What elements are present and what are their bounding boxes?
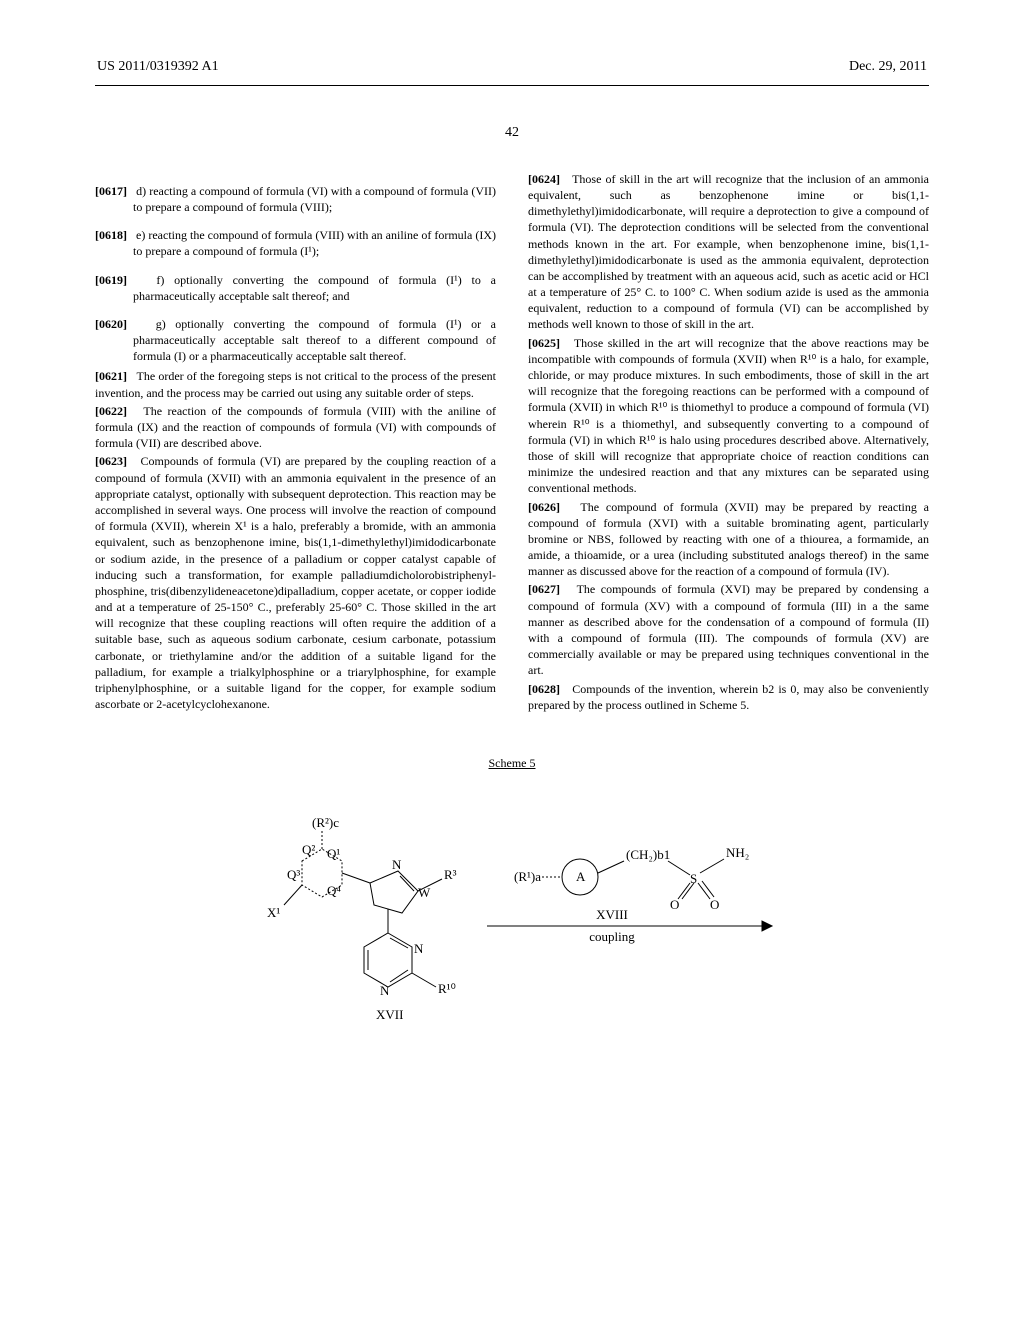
svg-text:N: N [392,857,402,872]
para-text: The compound of formula (XVII) may be pr… [528,500,929,579]
svg-text:coupling: coupling [589,929,635,944]
page-number: 42 [95,124,929,143]
publication-date: Dec. 29, 2011 [849,58,927,77]
svg-text:Q²: Q² [302,842,315,857]
svg-text:N: N [380,983,390,998]
svg-text:R³: R³ [444,867,457,882]
para-text: Compounds of formula (VI) are prepared b… [95,454,496,711]
header-rule [95,85,929,86]
svg-text:(CH₂)b1: (CH₂)b1 [626,847,670,862]
para-0624: [0624] Those of skill in the art will re… [528,171,929,333]
para-0622: [0622] The reaction of the compounds of … [95,403,496,452]
para-text: The order of the foregoing steps is not … [95,369,496,399]
svg-text:N: N [414,941,424,956]
para-text: f) optionally converting the compound of… [133,273,496,303]
para-0621: [0621] The order of the foregoing steps … [95,368,496,400]
para-num: [0625] [528,336,560,350]
para-0627: [0627] The compounds of formula (XVI) ma… [528,581,929,678]
para-num: [0621] [95,369,127,383]
para-num: [0617] [95,184,127,198]
scheme-5-structure: Q¹ Q² Q³ Q⁴ (R²)c X¹ N W [232,791,792,1031]
para-num: [0627] [528,582,560,596]
para-text: e) reacting the compound of formula (VII… [133,228,496,258]
para-0628: [0628] Compounds of the invention, where… [528,681,929,713]
para-num: [0618] [95,228,127,242]
svg-text:NH₂: NH₂ [726,845,749,860]
para-num: [0622] [95,404,127,418]
svg-text:R¹⁰: R¹⁰ [438,981,456,996]
svg-text:(R¹)a: (R¹)a [514,869,541,884]
svg-text:Q⁴: Q⁴ [327,883,341,898]
para-text: The compounds of formula (XVI) may be pr… [528,582,929,677]
para-num: [0624] [528,172,560,186]
para-text: Those of skill in the art will recognize… [528,172,929,332]
para-0626: [0626] The compound of formula (XVII) ma… [528,499,929,580]
para-num: [0628] [528,682,560,696]
svg-text:Q³: Q³ [287,867,300,882]
para-text: g) optionally converting the compound of… [133,317,496,363]
scheme-5: Scheme 5 Q¹ Q² Q³ Q⁴ (R²)c X¹ [95,755,929,1031]
para-0619: [0619] f) optionally converting the comp… [95,272,496,304]
svg-text:X¹: X¹ [267,905,280,920]
para-num: [0619] [95,273,127,287]
para-0623: [0623] Compounds of formula (VI) are pre… [95,453,496,712]
para-0625: [0625] Those skilled in the art will rec… [528,335,929,497]
svg-text:O: O [710,897,719,912]
svg-text:XVII: XVII [376,1007,403,1022]
para-num: [0626] [528,500,560,514]
svg-text:Q¹: Q¹ [327,846,340,861]
para-0618: [0618] e) reacting the compound of formu… [95,227,496,259]
svg-text:(R²)c: (R²)c [312,815,339,830]
para-text: Compounds of the invention, wherein b2 i… [528,682,929,712]
para-text: d) reacting a compound of formula (VI) w… [133,184,496,214]
para-text: The reaction of the compounds of formula… [95,404,496,450]
para-0617: [0617] d) reacting a compound of formula… [95,183,496,215]
svg-text:XVIII: XVIII [596,907,628,922]
para-0620: [0620] g) optionally converting the comp… [95,316,496,365]
para-num: [0620] [95,317,127,331]
para-text: Those skilled in the art will recognize … [528,336,929,496]
svg-text:A: A [576,869,586,884]
publication-number: US 2011/0319392 A1 [97,58,219,77]
para-num: [0623] [95,454,127,468]
svg-text:O: O [670,897,679,912]
scheme-label: Scheme 5 [95,755,929,771]
